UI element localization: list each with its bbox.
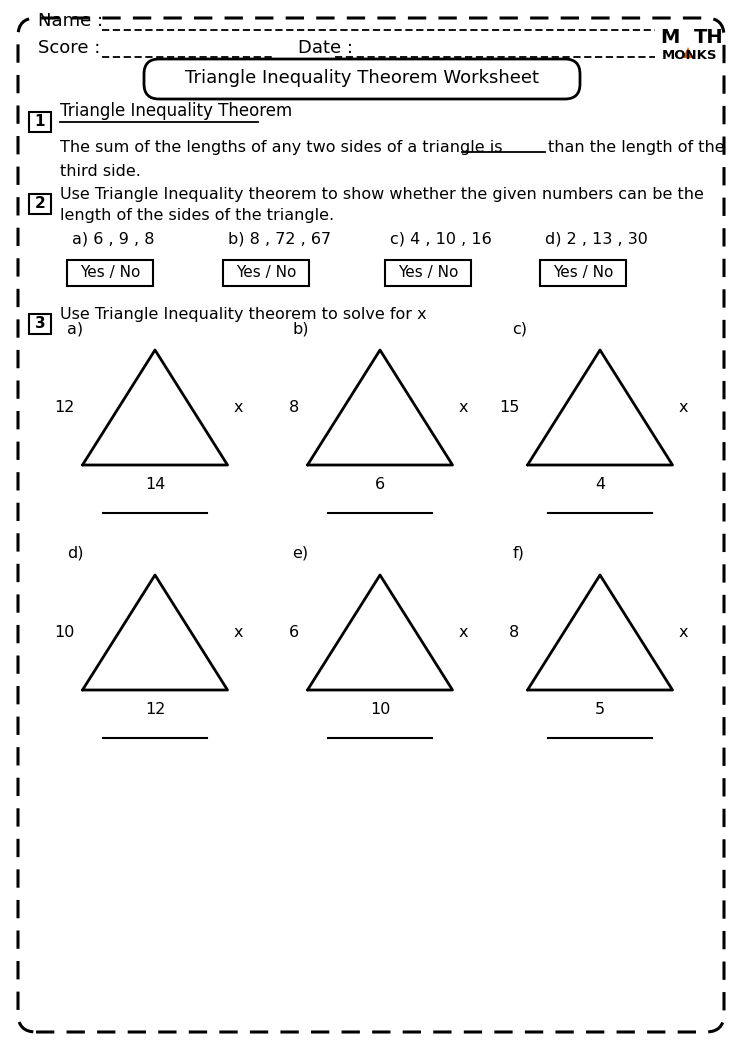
FancyBboxPatch shape: [29, 112, 51, 132]
Text: 8: 8: [289, 400, 300, 415]
Text: 12: 12: [145, 702, 165, 717]
Text: x: x: [459, 625, 468, 640]
Text: third side.: third side.: [60, 164, 141, 179]
Text: 3: 3: [35, 316, 45, 332]
Text: x: x: [678, 400, 688, 415]
Text: 10: 10: [370, 702, 390, 717]
Text: d) 2 , 13 , 30: d) 2 , 13 , 30: [545, 231, 648, 246]
Text: x: x: [678, 625, 688, 640]
Text: Use Triangle Inequality theorem to solve for x: Use Triangle Inequality theorem to solve…: [60, 307, 427, 322]
Text: 6: 6: [289, 625, 300, 640]
Text: f): f): [513, 546, 525, 561]
Text: 4: 4: [595, 477, 605, 492]
Text: a): a): [68, 321, 84, 336]
Text: 14: 14: [145, 477, 165, 492]
Text: Score :: Score :: [38, 39, 100, 57]
Text: d): d): [68, 546, 84, 561]
Text: Yes / No: Yes / No: [236, 266, 296, 280]
Text: Name :: Name :: [38, 12, 103, 30]
Text: c) 4 , 10 , 16: c) 4 , 10 , 16: [390, 231, 492, 246]
Text: c): c): [513, 321, 528, 336]
Text: MONKS: MONKS: [662, 49, 718, 62]
Text: Yes / No: Yes / No: [80, 266, 140, 280]
FancyBboxPatch shape: [385, 260, 471, 286]
Text: 15: 15: [499, 400, 519, 415]
FancyBboxPatch shape: [540, 260, 626, 286]
Text: x: x: [234, 625, 243, 640]
Text: 1: 1: [35, 114, 45, 129]
FancyBboxPatch shape: [223, 260, 309, 286]
Text: x: x: [234, 400, 243, 415]
Text: e): e): [292, 546, 309, 561]
FancyBboxPatch shape: [29, 314, 51, 334]
FancyBboxPatch shape: [29, 194, 51, 214]
Text: Triangle Inequality Theorem: Triangle Inequality Theorem: [60, 102, 292, 120]
Text: than the length of the: than the length of the: [548, 140, 725, 155]
Text: Use Triangle Inequality theorem to show whether the given numbers can be the: Use Triangle Inequality theorem to show …: [60, 187, 704, 202]
Text: a) 6 , 9 , 8: a) 6 , 9 , 8: [72, 231, 154, 246]
Text: length of the sides of the triangle.: length of the sides of the triangle.: [60, 208, 334, 223]
Text: 5: 5: [595, 702, 605, 717]
Text: b) 8 , 72 , 67: b) 8 , 72 , 67: [228, 231, 331, 246]
Text: 12: 12: [54, 400, 74, 415]
Polygon shape: [683, 47, 693, 58]
FancyBboxPatch shape: [67, 260, 153, 286]
Text: Date :: Date :: [298, 39, 353, 57]
Text: x: x: [459, 400, 468, 415]
Text: Triangle Inequality Theorem Worksheet: Triangle Inequality Theorem Worksheet: [185, 69, 539, 87]
FancyBboxPatch shape: [144, 59, 580, 99]
Text: 6: 6: [375, 477, 385, 492]
Text: M: M: [660, 28, 680, 47]
Text: TH: TH: [694, 28, 723, 47]
Text: 2: 2: [35, 196, 45, 211]
Text: Yes / No: Yes / No: [553, 266, 613, 280]
Text: 8: 8: [509, 625, 519, 640]
Text: b): b): [292, 321, 309, 336]
Text: Yes / No: Yes / No: [398, 266, 459, 280]
Text: The sum of the lengths of any two sides of a triangle is: The sum of the lengths of any two sides …: [60, 140, 502, 155]
Text: 10: 10: [54, 625, 74, 640]
